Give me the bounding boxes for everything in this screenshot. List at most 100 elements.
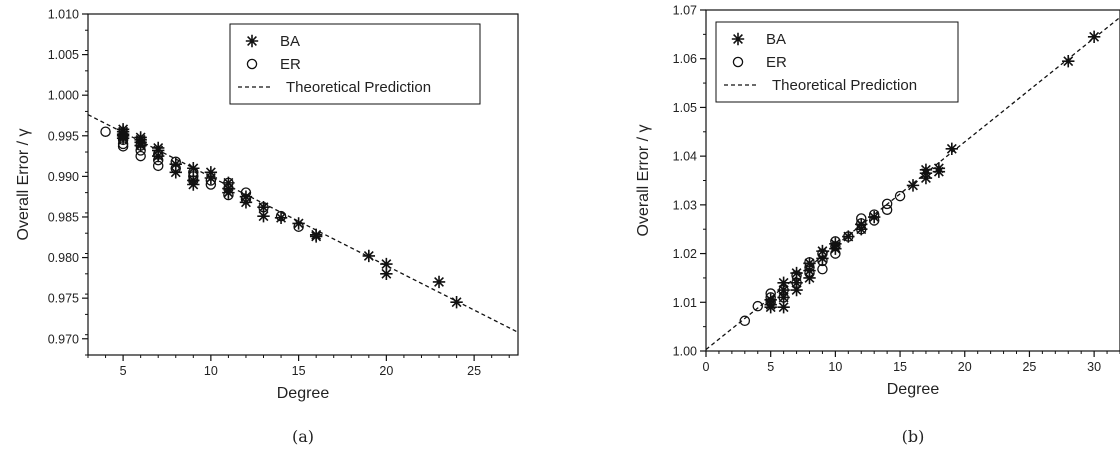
er-point xyxy=(856,213,867,224)
er-point xyxy=(817,248,828,259)
ba-point xyxy=(803,264,816,277)
er-point xyxy=(817,255,828,267)
er-point xyxy=(752,300,764,312)
legend: BA ER Theoretical Prediction xyxy=(229,23,481,105)
er-point xyxy=(830,241,841,252)
y-tick-label: 0.975 xyxy=(48,292,79,306)
er-point xyxy=(856,218,867,229)
legend-label: Theoretical Prediction xyxy=(772,77,917,94)
x-tick-label: 5 xyxy=(120,364,127,378)
legend-label: Theoretical Prediction xyxy=(286,79,431,96)
y-tick-label: 1.04 xyxy=(673,150,697,164)
x-tick-label: 25 xyxy=(467,364,481,378)
y-tick-label: 1.02 xyxy=(673,247,697,261)
ba-point xyxy=(777,291,790,304)
panel-caption: (b) xyxy=(902,427,925,446)
er-point xyxy=(152,160,164,172)
legend-box xyxy=(229,23,481,105)
er-point xyxy=(778,292,789,303)
er-point xyxy=(830,236,841,247)
theoretical-prediction-line xyxy=(706,16,1120,351)
x-axis-title: Degree xyxy=(277,385,330,402)
ba-point xyxy=(764,293,777,307)
er-point xyxy=(117,141,129,152)
ba-point xyxy=(777,283,790,297)
ba-point xyxy=(309,230,323,243)
legend-label: BA xyxy=(280,33,300,50)
y-tick-label: 1.00 xyxy=(673,345,697,359)
ba-point xyxy=(239,196,253,209)
plot-area xyxy=(706,16,1120,351)
er-point xyxy=(188,171,199,182)
er-point xyxy=(135,140,146,151)
ba-point xyxy=(362,249,376,263)
er-point xyxy=(240,193,252,205)
legend: BA ER Theoretical Prediction xyxy=(715,21,959,103)
er-point xyxy=(739,315,751,327)
er-point xyxy=(791,270,802,281)
x-tick-label: 20 xyxy=(379,364,393,378)
plot-frame xyxy=(87,13,519,356)
er-point xyxy=(804,261,815,273)
er-point xyxy=(856,223,867,235)
y-axis-title: Overall Error / γ xyxy=(15,128,32,240)
ba-point xyxy=(204,171,218,185)
panel-b: 0 5 10 15 20 25 30 1.00 1.01 1.02 1.03 1.04 1.05 1.06… xyxy=(635,4,1120,446)
er-point xyxy=(293,221,304,232)
legend-ba-marker xyxy=(245,34,259,48)
er-point xyxy=(135,145,146,156)
ba-point xyxy=(790,276,803,289)
er-point xyxy=(830,248,841,259)
x-tick-label: 0 xyxy=(703,360,710,374)
panel-a: 5 10 15 20 25 0.970 0.975 0.980 0.985 0.990 0.995 1… xyxy=(15,8,519,446)
x-tick-label: 10 xyxy=(204,364,218,378)
er-point xyxy=(868,209,880,220)
y-axis-title: Overall Error / γ xyxy=(635,124,652,236)
er-point xyxy=(778,284,789,296)
legend-box xyxy=(715,21,959,103)
er-point xyxy=(100,126,111,137)
y-tick-label: 1.005 xyxy=(48,48,79,62)
er-point xyxy=(843,231,854,242)
y-tick-label: 1.01 xyxy=(673,296,697,310)
er-point xyxy=(258,201,269,213)
legend-ba-marker xyxy=(731,32,745,46)
y-tick-label: 1.05 xyxy=(673,101,697,115)
er-point xyxy=(152,149,164,160)
ba-point xyxy=(816,244,829,258)
x-tick-label: 20 xyxy=(958,360,972,374)
ba-point xyxy=(906,179,920,192)
x-tick-label: 25 xyxy=(1022,360,1036,374)
er-point xyxy=(881,204,893,215)
ba-point xyxy=(790,283,803,297)
er-point xyxy=(817,263,828,275)
er-point xyxy=(188,167,199,178)
y-tick-label: 0.980 xyxy=(48,251,79,265)
ba-point xyxy=(380,257,393,271)
y-tick-label: 0.985 xyxy=(48,210,79,224)
ba-point xyxy=(116,132,130,145)
y-tick-label: 0.995 xyxy=(48,129,79,143)
ba-point xyxy=(257,209,270,223)
er-point xyxy=(791,277,802,289)
y-tick-label: 1.07 xyxy=(673,4,697,18)
ba-point xyxy=(777,300,790,314)
x-axis-title: Degree xyxy=(887,381,940,398)
er-point xyxy=(205,179,217,190)
x-tick-label: 10 xyxy=(828,360,842,374)
er-point xyxy=(765,292,776,303)
x-tick-label: 15 xyxy=(292,364,306,378)
legend-er-marker xyxy=(732,56,744,68)
ba-point xyxy=(380,267,393,281)
er-point xyxy=(188,175,199,186)
er-point xyxy=(117,134,129,146)
er-point xyxy=(894,190,906,202)
ba-point xyxy=(803,257,816,270)
ba-point xyxy=(777,276,790,289)
ba-point xyxy=(257,201,270,214)
y-tick-label: 1.010 xyxy=(48,8,79,22)
y-tick-label: 0.970 xyxy=(48,332,79,346)
x-tick-label: 5 xyxy=(767,360,774,374)
ba-point xyxy=(432,275,446,289)
